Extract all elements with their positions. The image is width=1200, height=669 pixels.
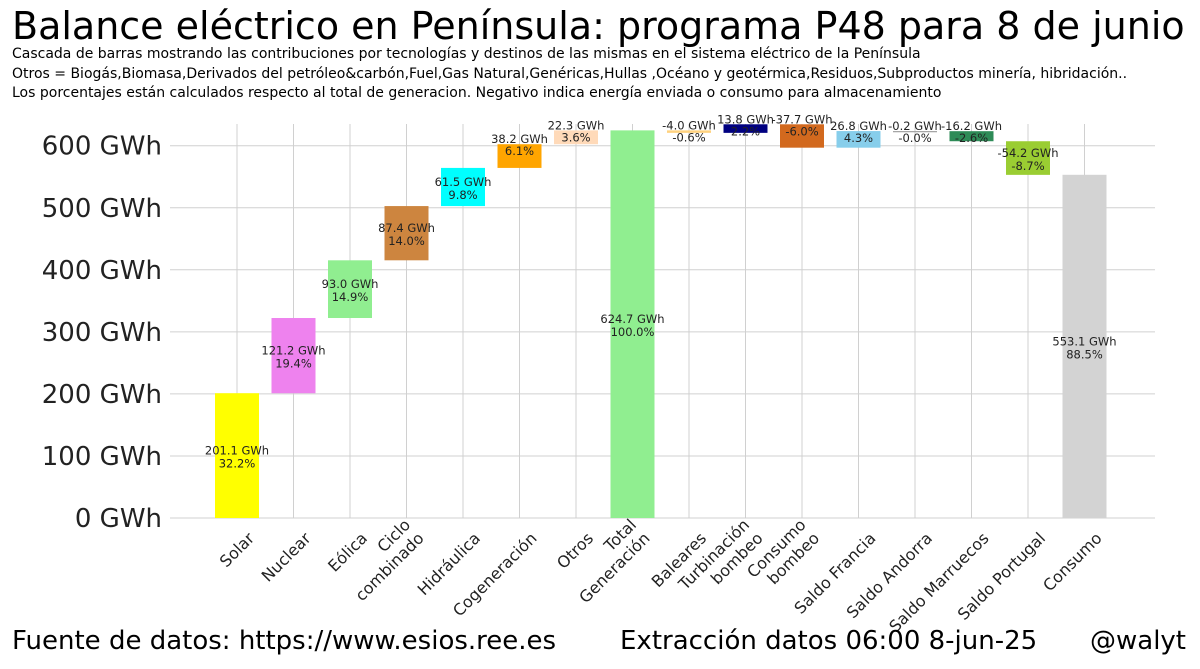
x-tick-label: Saldo Marruecos: [885, 529, 992, 636]
bar-saldo-portugal: [1006, 141, 1050, 175]
data-label-pct: -8.7%: [1011, 159, 1044, 173]
data-label-pct: 100.0%: [611, 325, 655, 339]
data-label-value: 624.7 GWh: [600, 312, 664, 326]
bar-consumo-bombeo: [780, 124, 824, 148]
data-label-pct: 32.2%: [219, 457, 256, 471]
data-label-pct: 14.0%: [388, 234, 425, 248]
x-tick-label: Otros: [553, 529, 597, 573]
data-label-pct: -6.0%: [785, 124, 818, 138]
data-label-value: -16.2 GWh: [941, 119, 1002, 133]
data-label-value: -0.2 GWh: [888, 119, 942, 133]
data-label-pct: 3.6%: [561, 130, 590, 144]
data-label-pct: 2.2%: [731, 124, 760, 138]
x-tick-label: Solar: [216, 528, 259, 571]
data-label-pct: -2.6%: [955, 131, 988, 145]
data-label-pct: 19.4%: [275, 357, 312, 371]
y-tick-label: 400 GWh: [42, 256, 162, 286]
bar-saldo-francia: [836, 131, 881, 148]
footer-extraction: Extracción datos 06:00 8-jun-25: [620, 626, 1038, 656]
data-label-value: 22.3 GWh: [548, 118, 605, 132]
bar-turbinaci-n-bombeo: [723, 124, 768, 133]
data-label-value: 26.8 GWh: [830, 119, 887, 133]
data-label-value: 87.4 GWh: [378, 221, 435, 235]
data-label-value: 553.1 GWh: [1052, 334, 1116, 348]
data-label-value: 13.8 GWh: [717, 112, 774, 126]
data-label-value: -4.0 GWh: [662, 118, 716, 132]
bar-saldo-marruecos: [949, 131, 994, 142]
subtitle-line-3: Los porcentajes están calculados respect…: [12, 85, 942, 101]
data-label-value: 121.2 GWh: [261, 344, 325, 358]
x-tick-label: Nuclear: [258, 528, 315, 585]
data-label-pct: 14.9%: [332, 290, 369, 304]
data-label-pct: -0.0%: [898, 131, 931, 145]
y-tick-label: 100 GWh: [42, 442, 162, 472]
bar-total-generaci-n: [610, 130, 655, 518]
bar-nuclear: [271, 318, 316, 394]
bar-baleares: [667, 130, 711, 133]
data-label-pct: 9.8%: [448, 188, 477, 202]
data-label-pct: 6.1%: [505, 144, 534, 158]
bar-solar: [215, 393, 259, 518]
subtitle-line-1: Cascada de barras mostrando las contribu…: [12, 46, 921, 62]
bar-consumo: [1062, 174, 1107, 518]
bar-cogeneraci-n: [497, 144, 542, 168]
y-tick-label: 600 GWh: [42, 132, 162, 162]
footer-handle: @walyt: [1090, 626, 1187, 656]
data-label-pct: 4.3%: [844, 131, 873, 145]
data-label-pct: -0.6%: [672, 130, 705, 144]
x-tick-label: Consumo: [1039, 529, 1105, 595]
subtitle-line-2: Otros = Biogás,Biomasa,Derivados del pet…: [12, 66, 1128, 82]
x-tick-label: Eólica: [324, 529, 371, 576]
y-tick-label: 200 GWh: [42, 380, 162, 410]
footer-source: Fuente de datos: https://www.esios.ree.e…: [12, 626, 557, 656]
data-label-value: 38.2 GWh: [491, 132, 548, 146]
bar-otros: [554, 130, 598, 145]
y-tick-label: 0 GWh: [75, 504, 162, 534]
data-label-pct: 88.5%: [1066, 347, 1103, 361]
data-label-value: -37.7 GWh: [772, 112, 833, 126]
data-label-value: 201.1 GWh: [205, 444, 269, 458]
chart-title: Balance eléctrico en Península: programa…: [12, 4, 1185, 48]
bar-saldo-andorra: [893, 131, 937, 133]
bar-ciclo-combinado: [384, 206, 429, 261]
y-tick-label: 300 GWh: [42, 318, 162, 348]
y-tick-label: 500 GWh: [42, 194, 162, 224]
data-label-value: -54.2 GWh: [998, 146, 1059, 160]
data-label-value: 93.0 GWh: [322, 277, 379, 291]
bar-e-lica: [328, 260, 372, 319]
data-label-value: 61.5 GWh: [435, 175, 492, 189]
bar-hidr-ulica: [441, 167, 485, 207]
